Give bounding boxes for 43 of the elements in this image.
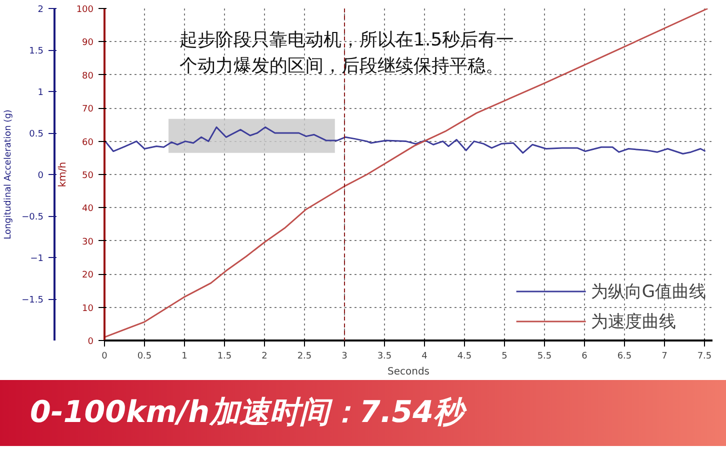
- x-axis-title: Seconds: [387, 366, 430, 378]
- y2-tick-label: −1.5: [22, 296, 44, 306]
- x-tick-label: 4: [422, 352, 428, 362]
- x-tick-label: 3: [342, 352, 348, 362]
- x-tick-label: 7: [662, 352, 668, 362]
- x-tick-label: 1.5: [217, 352, 232, 362]
- x-tick-label: 4.5: [457, 352, 472, 362]
- x-tick-label: 2.5: [297, 352, 312, 362]
- y2-tick-label: 2: [38, 5, 44, 15]
- y2-tick-label: −1: [30, 254, 44, 264]
- annotation: 起步阶段只靠电动机，所以在1.5秒后有一个动力爆发的区间，后段继续保持平稳。: [180, 30, 514, 76]
- y-tick-label: 40: [82, 204, 94, 214]
- line-series: [104, 8, 708, 338]
- y-tick-label: 50: [82, 171, 94, 181]
- y-tick-label: 90: [82, 38, 94, 48]
- x-tick-label: 7.5: [697, 352, 712, 362]
- line-series: [104, 126, 706, 154]
- x-tick-label: 0.5: [137, 352, 152, 362]
- x-tick-label: 6: [582, 352, 588, 362]
- y-tick-label: 100: [76, 5, 94, 15]
- legend-label: 为速度曲线: [590, 310, 676, 332]
- x-tick-label: 5.5: [537, 352, 552, 362]
- y2-tick-label: 1.5: [29, 46, 44, 56]
- y2-tick-label: −0.5: [22, 212, 44, 222]
- y-tick-label: 60: [82, 138, 94, 148]
- y-tick-label: 10: [82, 304, 94, 314]
- legend-label: 为纵向G值曲线: [590, 280, 706, 302]
- x-tick-label: 6.5: [617, 352, 632, 362]
- y-tick-label: 70: [82, 104, 94, 115]
- y-tick-label: 30: [82, 237, 94, 248]
- x-tick-label: 2: [262, 352, 268, 362]
- x-tick-label: 0: [102, 352, 108, 362]
- y-tick-label: 80: [82, 71, 94, 82]
- y2-tick-label: 0.5: [29, 130, 44, 140]
- y-axis-title: km/h: [57, 162, 68, 188]
- x-tick-label: 1: [182, 352, 188, 362]
- x-tick-label: 5: [502, 352, 508, 362]
- y-tick-label: 20: [82, 270, 94, 281]
- y2-tick-label: 0: [38, 171, 44, 181]
- y2-axis-title: Longitudinal Acceleration (g): [4, 110, 14, 240]
- y2-tick-label: 1: [38, 88, 44, 98]
- x-tick-label: 3.5: [377, 352, 392, 362]
- y-tick-label: 0: [88, 337, 94, 347]
